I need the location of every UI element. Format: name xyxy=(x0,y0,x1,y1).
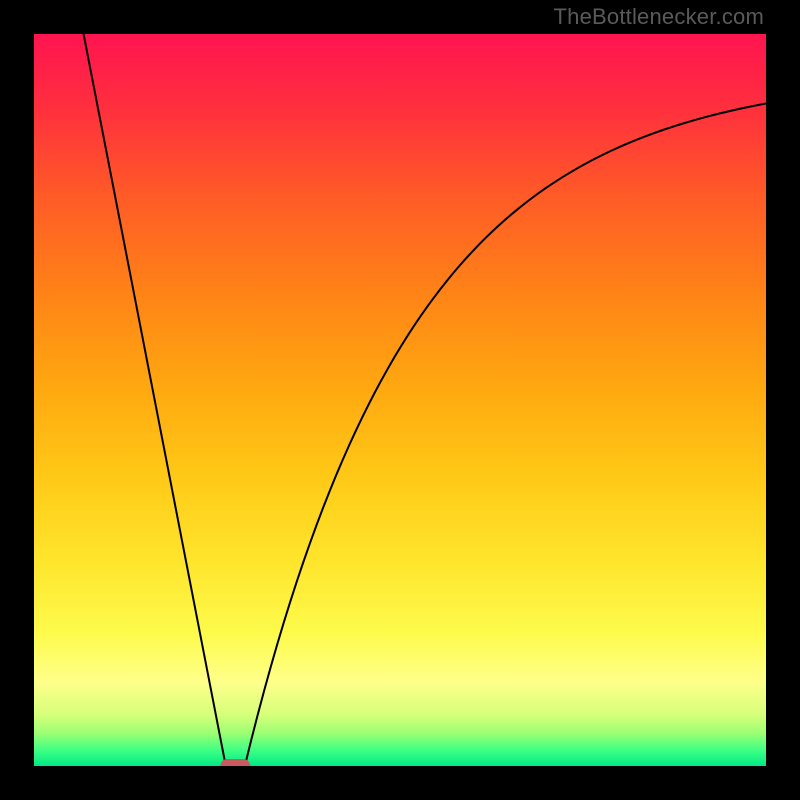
chart-frame xyxy=(0,0,800,800)
watermark-text: TheBottlenecker.com xyxy=(554,4,764,30)
chart-svg xyxy=(0,0,800,800)
plot-background xyxy=(34,34,766,766)
